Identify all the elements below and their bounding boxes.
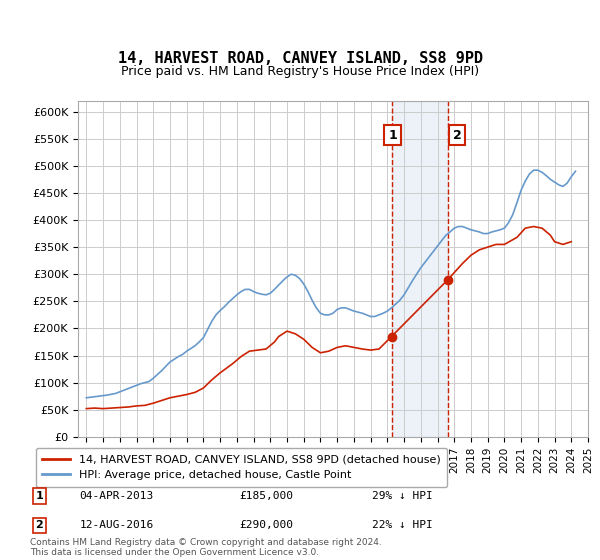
Text: 2: 2 (35, 520, 43, 530)
Legend: 14, HARVEST ROAD, CANVEY ISLAND, SS8 9PD (detached house), HPI: Average price, d: 14, HARVEST ROAD, CANVEY ISLAND, SS8 9PD… (35, 448, 448, 487)
Bar (392, 101, 448, 437)
Text: £290,000: £290,000 (240, 520, 294, 530)
Text: Contains HM Land Registry data © Crown copyright and database right 2024.
This d: Contains HM Land Registry data © Crown c… (30, 538, 382, 557)
Text: 14, HARVEST ROAD, CANVEY ISLAND, SS8 9PD: 14, HARVEST ROAD, CANVEY ISLAND, SS8 9PD (118, 52, 482, 66)
Text: 2: 2 (453, 129, 461, 142)
Text: 1: 1 (388, 129, 397, 142)
Text: 12-AUG-2016: 12-AUG-2016 (80, 520, 154, 530)
Text: 04-APR-2013: 04-APR-2013 (80, 491, 154, 501)
Text: 29% ↓ HPI: 29% ↓ HPI (372, 491, 433, 501)
Text: 22% ↓ HPI: 22% ↓ HPI (372, 520, 433, 530)
Text: £185,000: £185,000 (240, 491, 294, 501)
Text: 1: 1 (35, 491, 43, 501)
Text: Price paid vs. HM Land Registry's House Price Index (HPI): Price paid vs. HM Land Registry's House … (121, 65, 479, 78)
